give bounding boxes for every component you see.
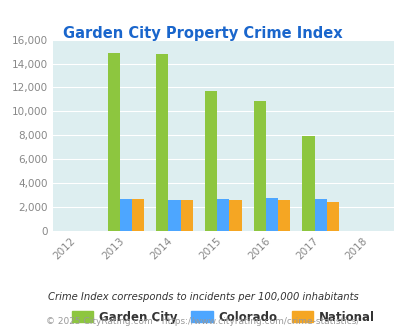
Bar bbox=[326, 202, 338, 231]
Legend: Garden City, Colorado, National: Garden City, Colorado, National bbox=[67, 306, 379, 328]
Bar bbox=[180, 200, 192, 231]
Text: Crime Index corresponds to incidents per 100,000 inhabitants: Crime Index corresponds to incidents per… bbox=[47, 292, 358, 302]
Bar bbox=[314, 199, 326, 231]
Bar bbox=[277, 200, 290, 231]
Bar bbox=[132, 199, 144, 231]
Bar bbox=[253, 101, 265, 231]
Text: © 2025 CityRating.com - https://www.cityrating.com/crime-statistics/: © 2025 CityRating.com - https://www.city… bbox=[46, 317, 359, 326]
Bar bbox=[265, 197, 277, 231]
Text: Garden City Property Crime Index: Garden City Property Crime Index bbox=[63, 26, 342, 41]
Bar bbox=[168, 200, 180, 231]
Bar bbox=[119, 199, 132, 231]
Bar bbox=[217, 199, 229, 231]
Bar bbox=[302, 137, 314, 231]
Bar bbox=[229, 200, 241, 231]
Bar bbox=[107, 53, 119, 231]
Bar bbox=[205, 91, 217, 231]
Bar bbox=[156, 54, 168, 231]
